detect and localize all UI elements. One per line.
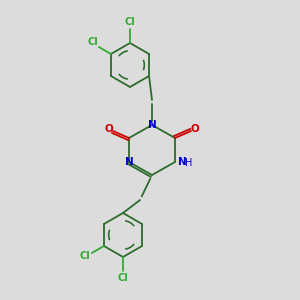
Text: Cl: Cl (80, 251, 90, 261)
Text: O: O (105, 124, 113, 134)
Text: N: N (178, 157, 187, 167)
Text: Cl: Cl (124, 17, 135, 27)
Text: N: N (148, 120, 156, 130)
Text: N: N (124, 157, 134, 167)
Text: Cl: Cl (118, 273, 128, 283)
Text: O: O (190, 124, 200, 134)
Text: H: H (185, 158, 192, 168)
Text: Cl: Cl (87, 37, 98, 47)
